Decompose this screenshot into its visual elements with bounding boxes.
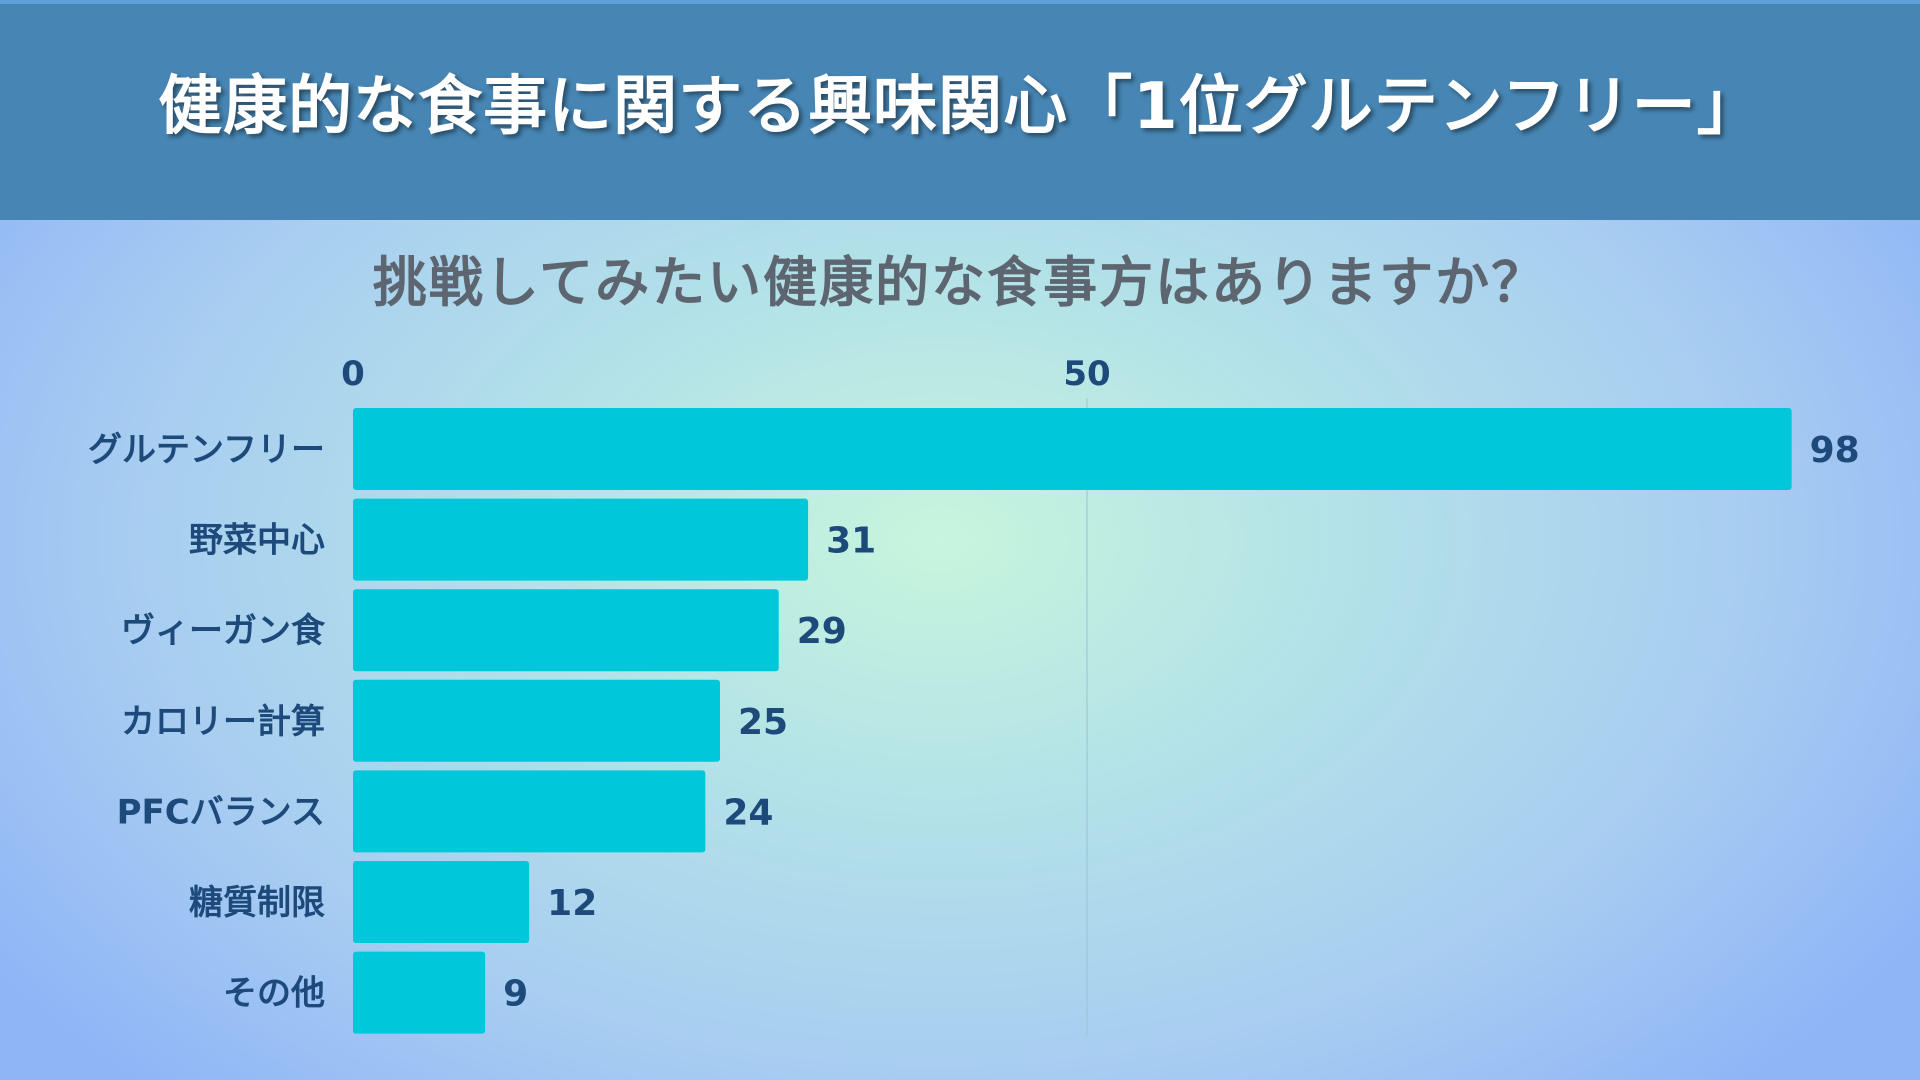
category-label: PFCバランス (117, 792, 325, 832)
bar (353, 770, 706, 853)
x-tick-label: 50 (1063, 354, 1110, 394)
bar (353, 861, 530, 943)
data-label: 9 (503, 974, 528, 1015)
bar (353, 589, 779, 672)
data-label: 24 (723, 792, 773, 833)
page-title: 健康的な食事に関する興味関心「1位グルテンフリー」 (158, 70, 1762, 144)
title-banner: 健康的な食事に関する興味関心「1位グルテンフリー」 (0, 0, 1920, 220)
category-label: 糖質制限 (189, 883, 325, 923)
data-label: 29 (797, 611, 847, 652)
category-label: その他 (223, 974, 325, 1014)
data-label: 12 (547, 883, 597, 924)
data-label: 98 (1810, 430, 1860, 471)
chart-title: 挑戦してみたい健康的な食事方はありますか？ (372, 251, 1548, 314)
data-label: 31 (826, 521, 876, 562)
data-label: 25 (738, 702, 788, 743)
category-label: グルテンフリー (88, 430, 325, 470)
category-label: ヴィーガン食 (121, 611, 326, 651)
bar (353, 679, 720, 762)
x-tick-label: 0 (341, 354, 365, 394)
bar (353, 951, 486, 1034)
bar (353, 408, 1792, 490)
category-label: カロリー計算 (121, 702, 325, 742)
bar (353, 498, 809, 581)
category-label: 野菜中心 (189, 521, 325, 561)
